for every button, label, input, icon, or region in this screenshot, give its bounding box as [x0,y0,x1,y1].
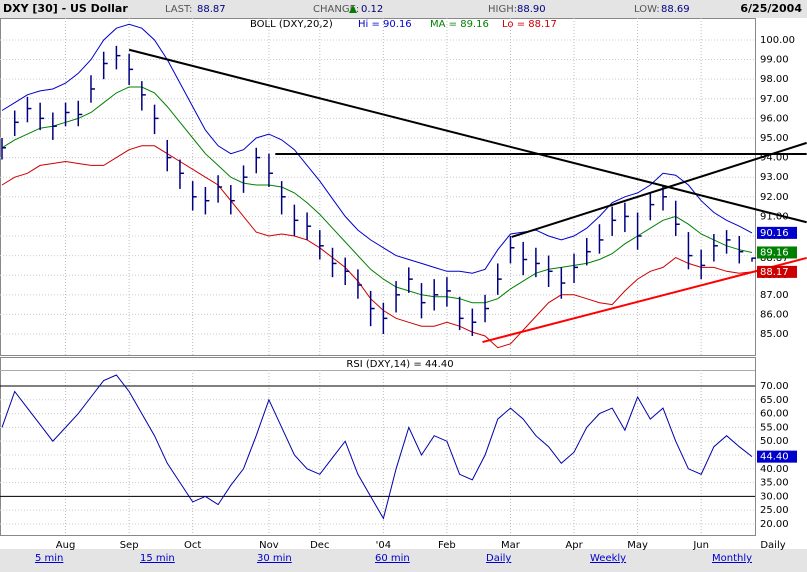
last-value-label: 88.17 [760,267,789,278]
header-value: 0.12 [361,4,383,15]
last-value-box [757,226,797,239]
x-tick-label: Mar [501,540,521,551]
last-value-box [757,246,797,259]
rsi-line [1,374,753,520]
period-link[interactable]: Weekly [590,553,627,564]
x-tick-label: Sep [120,540,139,551]
y-tick-label: 99.00 [760,55,789,66]
header-title: DXY [30] - US Dollar [3,2,128,15]
x-tick-label: Jun [692,540,709,551]
header-value: 88.90 [517,4,546,15]
bollinger-line [1,86,753,304]
y-tick-label: 20.00 [760,519,789,530]
trendline [511,141,807,238]
y-tick-label: 93.00 [760,172,789,183]
x-tick-label: Aug [56,540,76,551]
last-value-box [757,450,797,463]
bollinger-line [1,145,753,349]
header-label: CHANGE: [313,4,359,15]
header-label: LOW: [634,4,660,15]
y-tick-label: 96.00 [760,113,789,124]
period-link[interactable]: 60 min [375,553,410,564]
x-tick-label: '04 [376,540,391,551]
x-tick-label: Nov [259,540,279,551]
x-period-label: Daily [760,540,785,551]
y-tick-label: 87.00 [760,290,789,301]
period-link[interactable]: Monthly [712,553,753,564]
y-tick-label: 60.00 [760,409,789,420]
y-tick-label: 95.00 [760,133,789,144]
y-tick-label: 94.00 [760,153,789,164]
price-panel [0,18,756,356]
y-tick-label: 100.00 [760,35,795,46]
trendline [482,256,807,344]
header-value: 88.87 [197,4,226,15]
header-bar [0,0,807,18]
header-date: 6/25/2004 [740,2,802,15]
header-value: 88.69 [661,4,690,15]
y-tick-label: 40.00 [760,464,789,475]
legend-entry: Lo = 88.17 [502,19,557,30]
period-link[interactable]: 15 min [140,553,175,564]
y-tick-label: 98.00 [760,74,789,85]
rsi-title: RSI (DXY,14) = 44.40 [346,359,453,370]
x-tick-label: Feb [438,540,456,551]
y-tick-label: 97.00 [760,94,789,105]
header-label: LAST: [165,4,192,15]
up-arrow [349,5,357,13]
bollinger-line [1,23,753,274]
y-tick-label: 55.00 [760,422,789,433]
last-value-label: 90.16 [760,228,789,239]
x-tick-label: Apr [565,540,583,551]
rsi-panel [0,357,756,536]
y-tick-label: 92.00 [760,192,789,203]
boll-title: BOLL (DXY,20,2) [250,19,333,30]
y-tick-label: 50.00 [760,436,789,447]
period-link[interactable]: 5 min [35,553,64,564]
last-value-label: 89.16 [760,247,789,258]
legend-entry: MA = 89.16 [430,19,489,30]
x-tick-label: Oct [184,540,201,551]
footer-bar [0,549,807,572]
y-tick-label: 35.00 [760,478,789,489]
period-link[interactable]: Daily [486,553,512,564]
y-tick-label: 30.00 [760,491,789,502]
last-close-label: 88.87 [760,253,789,264]
y-tick-label: 85.00 [760,329,789,340]
period-link[interactable]: 30 min [257,553,292,564]
y-tick-label: 91.00 [760,211,789,222]
y-tick-label: 70.00 [760,381,789,392]
y-tick-label: 25.00 [760,505,789,516]
header-label: HIGH: [488,4,517,15]
y-tick-label: 65.00 [760,395,789,406]
y-tick-label: 86.00 [760,309,789,320]
trendline [128,48,807,224]
last-value-label: 44.40 [760,452,789,463]
legend-entry: Hi = 90.16 [358,19,412,30]
x-tick-label: May [627,540,648,551]
last-value-box [757,265,797,278]
x-tick-label: Dec [310,540,329,551]
